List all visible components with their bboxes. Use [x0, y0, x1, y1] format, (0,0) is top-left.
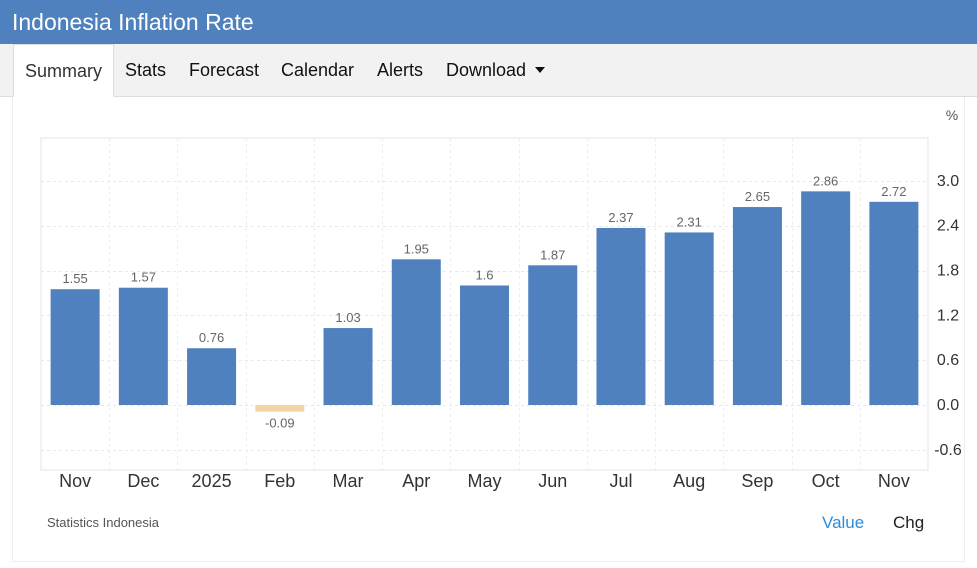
chart-panel — [12, 97, 965, 562]
tab-forecast[interactable]: Forecast — [189, 60, 260, 80]
tab-summary[interactable]: Summary — [13, 44, 115, 97]
bar-value-label: 1.55 — [62, 271, 87, 286]
x-axis-tick-label: Oct — [812, 471, 840, 491]
tab-alerts[interactable]: Alerts — [377, 60, 424, 80]
bar-value-label: 1.95 — [404, 241, 429, 256]
x-axis-tick-label: May — [467, 471, 501, 491]
chart-bar — [801, 191, 851, 405]
page-header: Indonesia Inflation Rate — [0, 0, 977, 44]
value-toggle-link[interactable]: Value — [822, 513, 865, 532]
tab-bar: Summary Stats Forecast Calendar Alerts D… — [0, 44, 977, 97]
chg-toggle-link[interactable]: Chg — [893, 513, 925, 532]
chart-bar — [596, 227, 646, 405]
chart-bar — [255, 405, 305, 412]
bar-value-label: 1.57 — [131, 270, 156, 285]
chart-bar — [732, 207, 782, 405]
source-label: Statistics Indonesia — [47, 515, 160, 530]
x-axis-tick-label: Jul — [609, 471, 632, 491]
chart-bar — [869, 201, 919, 405]
y-axis-tick-label: -0.6 — [934, 442, 962, 459]
bar-value-label: 1.6 — [475, 267, 493, 282]
x-axis-tick-label: Nov — [59, 471, 91, 491]
bar-value-label: 2.37 — [608, 210, 633, 225]
bar-value-label: -0.09 — [265, 416, 295, 431]
x-axis-tick-label: Nov — [878, 471, 910, 491]
chart-bar — [664, 232, 714, 405]
y-axis-unit-label: % — [946, 107, 958, 123]
chart-bar — [391, 259, 441, 405]
x-axis-tick-label: Dec — [127, 471, 159, 491]
chart-bar — [323, 328, 373, 405]
x-axis-tick-label: Feb — [264, 471, 295, 491]
tab-download[interactable]: Download — [446, 44, 546, 97]
chart-bar — [118, 287, 168, 405]
plot-area-border — [40, 137, 929, 471]
page-title: Indonesia Inflation Rate — [12, 9, 254, 35]
bar-value-label: 1.03 — [335, 310, 360, 325]
x-axis-tick-label: Jun — [538, 471, 567, 491]
tab-calendar[interactable]: Calendar — [281, 60, 355, 80]
y-axis-tick-label: 0.6 — [937, 352, 959, 369]
x-axis-tick-label: Mar — [333, 471, 364, 491]
chart-bar — [528, 265, 578, 405]
bar-value-label: 2.31 — [677, 214, 702, 229]
y-axis-tick-label: 1.8 — [937, 263, 959, 280]
bar-value-label: 0.76 — [199, 330, 224, 345]
chart-bar — [187, 348, 237, 405]
tab-download-label: Download — [446, 60, 527, 80]
y-axis-tick-label: 3.0 — [937, 173, 959, 190]
chevron-down-icon — [535, 66, 546, 73]
y-axis-tick-label: 0.0 — [937, 397, 959, 414]
chart-bar — [50, 289, 100, 405]
bar-value-label: 1.87 — [540, 247, 565, 262]
x-axis-tick-label: Sep — [741, 471, 773, 491]
x-axis-tick-label: Apr — [402, 471, 430, 491]
chart-bar — [460, 285, 509, 405]
y-axis-tick-label: 1.2 — [937, 307, 959, 324]
x-axis-tick-label: Aug — [673, 471, 705, 491]
bar-value-label: 2.65 — [745, 189, 770, 204]
y-axis-tick-label: 2.4 — [937, 218, 959, 235]
bar-value-label: 2.72 — [881, 184, 906, 199]
bar-value-label: 2.86 — [813, 173, 838, 188]
tab-stats[interactable]: Stats — [125, 60, 167, 80]
x-axis-tick-label: 2025 — [192, 471, 232, 491]
